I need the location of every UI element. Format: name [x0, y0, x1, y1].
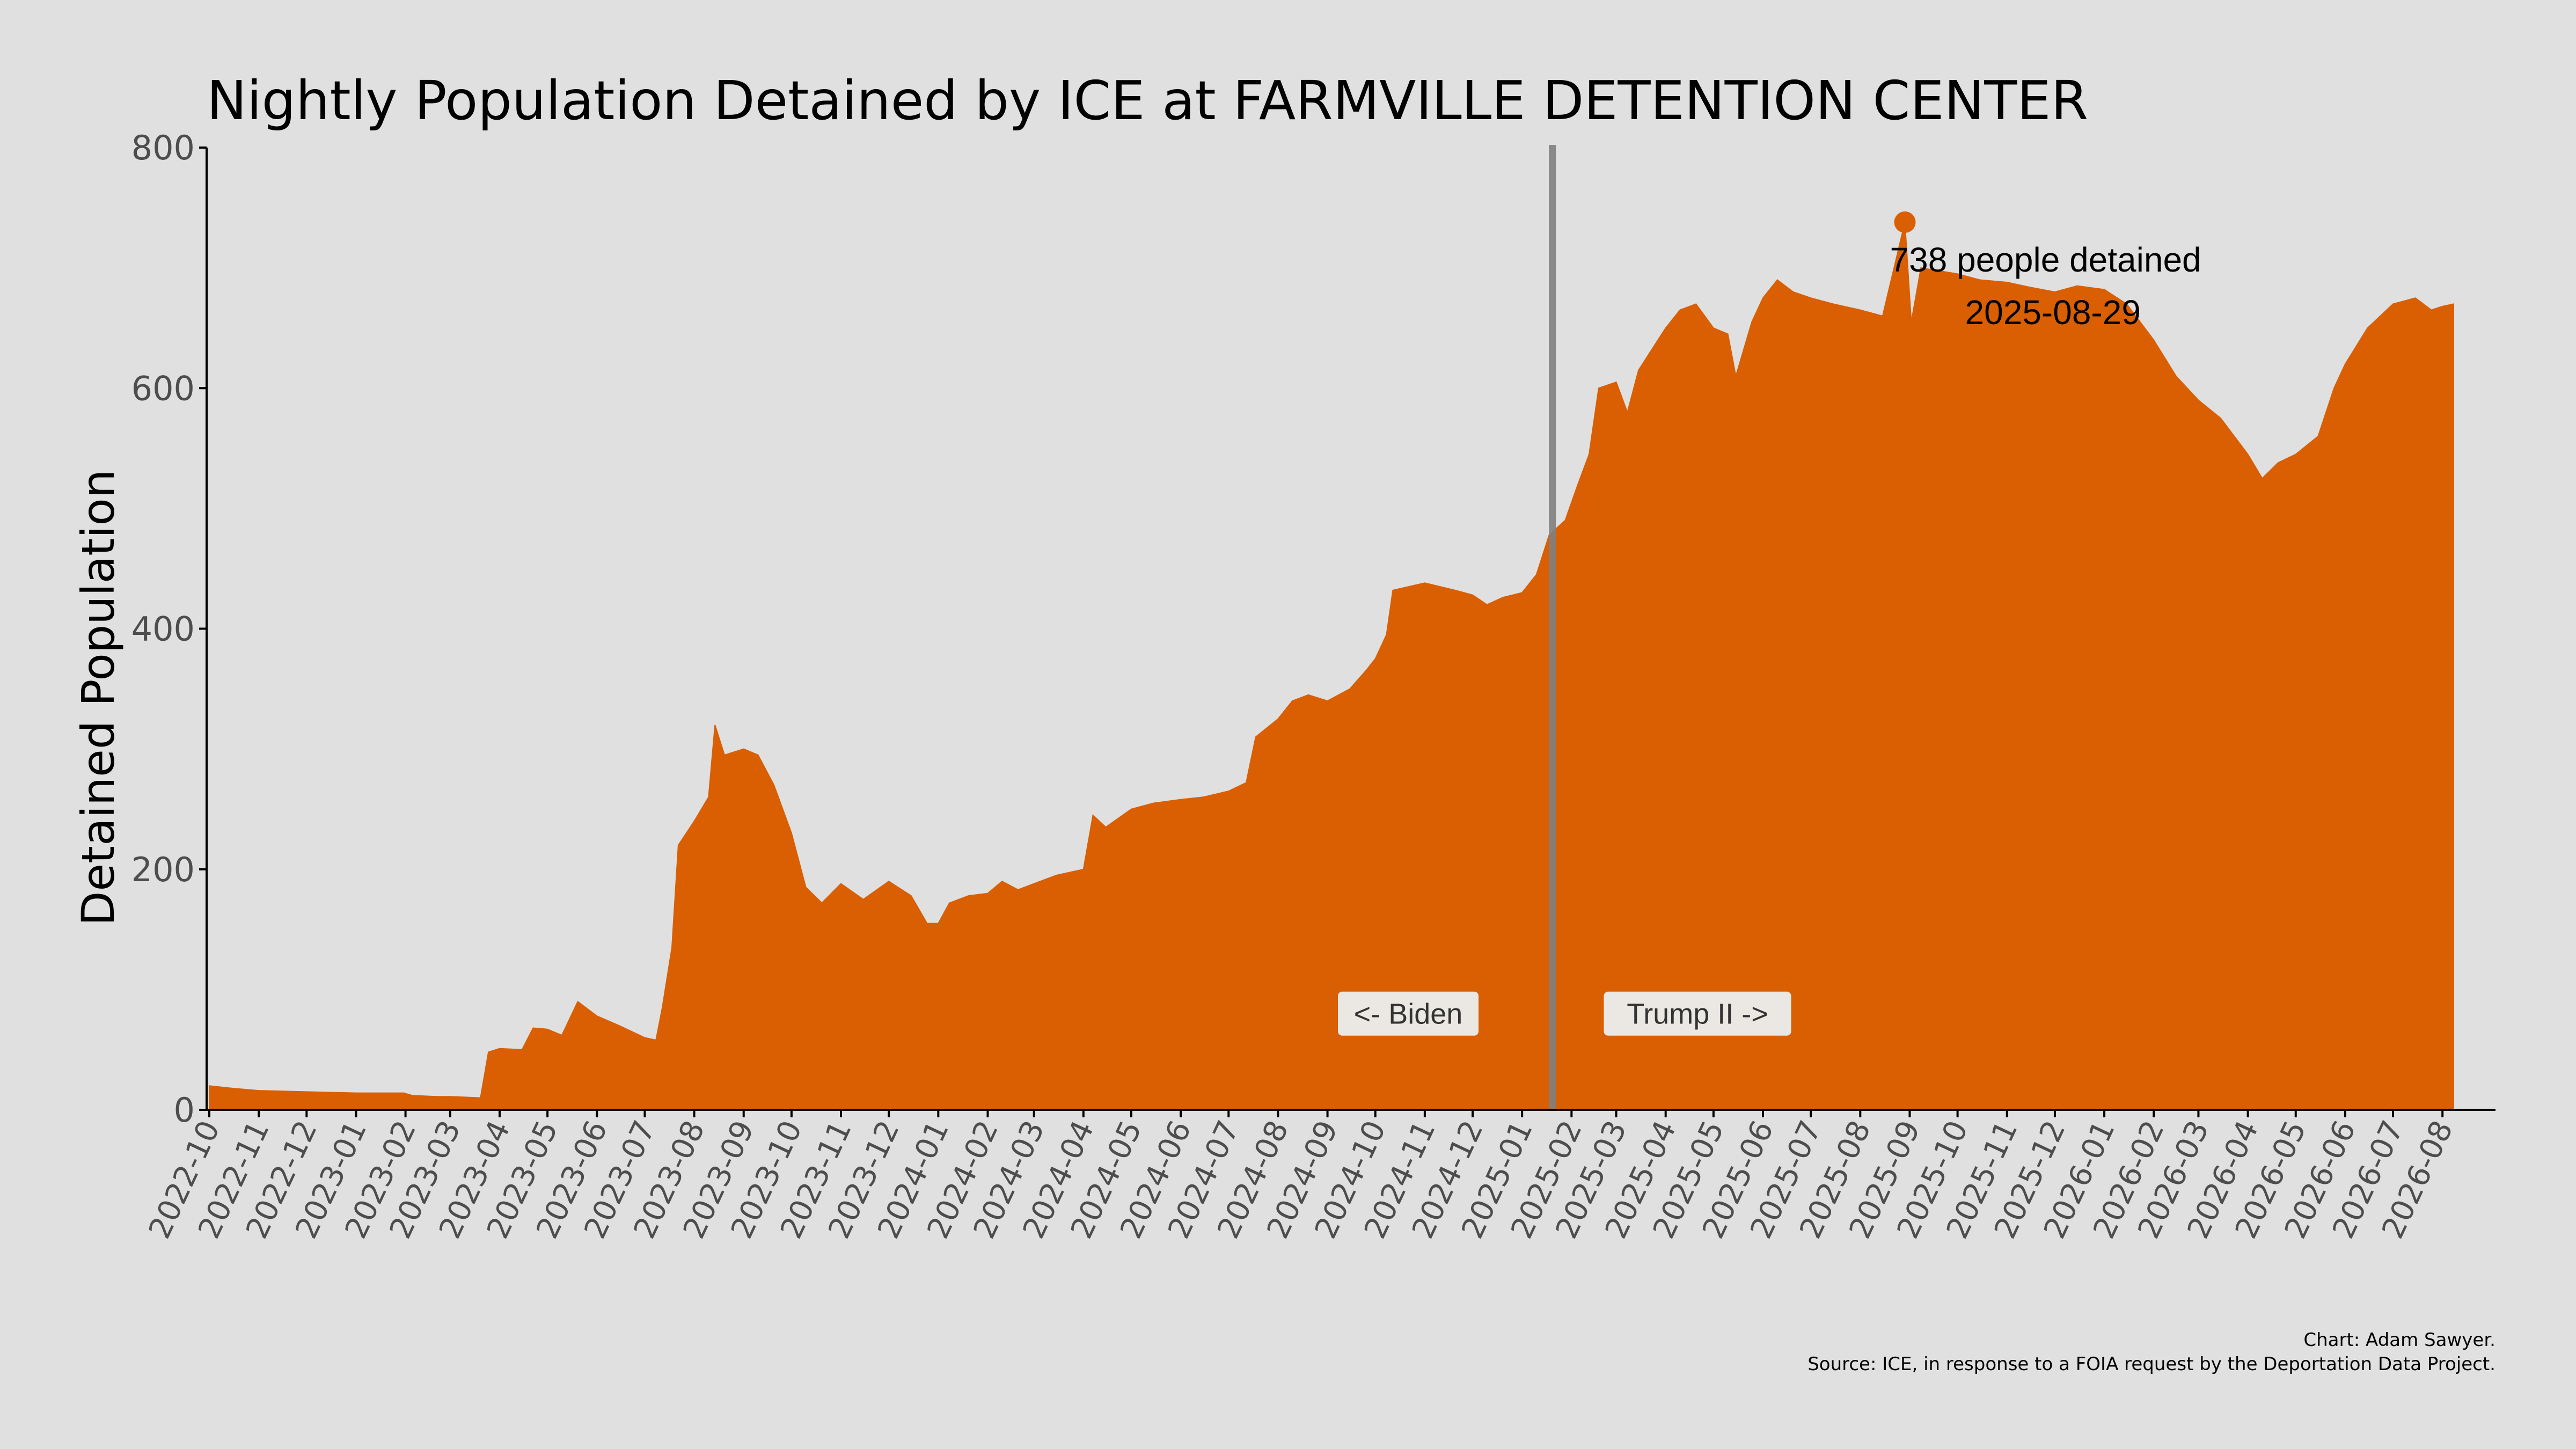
trump-era-label-box	[1604, 991, 1791, 1036]
biden-era-label-text: <- Biden	[1354, 998, 1463, 1030]
trump-era-label-text: Trump II ->	[1627, 998, 1768, 1030]
y-tick-label: 400	[131, 610, 195, 649]
population-area	[209, 222, 2454, 1110]
peak-marker	[1894, 211, 1916, 233]
peak-annotation-count: 738 people detained	[1890, 240, 2201, 279]
biden-era-label: <- Biden	[1338, 991, 1479, 1036]
y-tick-label: 800	[131, 128, 195, 167]
y-tick-label: 0	[174, 1091, 195, 1130]
plot-area: 02004006008002022-102022-112022-122023-0…	[131, 128, 2496, 1244]
peak-annotation-date: 2025-08-29	[1965, 293, 2141, 332]
biden-era-label-box	[1338, 991, 1479, 1036]
chart-title: Nightly Population Detained by ICE at FA…	[207, 69, 2088, 132]
caption: Chart: Adam Sawyer. Source: ICE, in resp…	[1807, 1329, 2496, 1375]
caption-source: Source: ICE, in response to a FOIA reque…	[1807, 1353, 2496, 1375]
caption-credit: Chart: Adam Sawyer.	[2303, 1329, 2496, 1351]
trump-era-label: Trump II ->	[1604, 991, 1791, 1036]
y-tick-label: 200	[131, 850, 195, 889]
y-tick-label: 600	[131, 369, 195, 408]
y-axis-label: Detained Population	[72, 470, 125, 926]
